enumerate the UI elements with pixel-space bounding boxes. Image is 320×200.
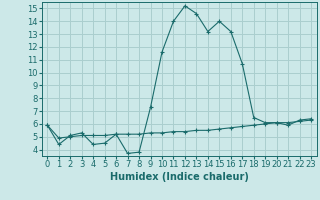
X-axis label: Humidex (Indice chaleur): Humidex (Indice chaleur) — [110, 172, 249, 182]
